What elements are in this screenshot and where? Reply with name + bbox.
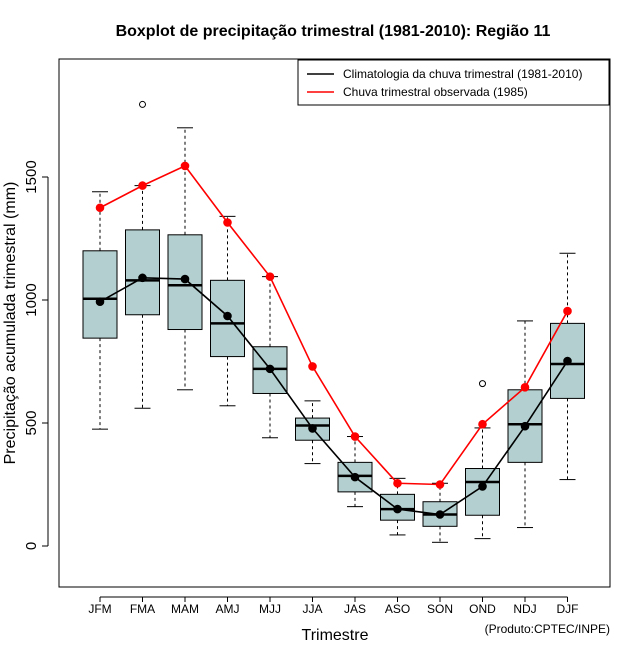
legend-climatology-label: Climatologia da chuva trimestral (1981-2… xyxy=(343,67,582,81)
x-tick-label-MJJ: MJJ xyxy=(259,602,281,616)
product-credit: (Produto:CPTEC/INPE) xyxy=(485,622,610,636)
legend-observed-label: Chuva trimestral observada (1985) xyxy=(343,85,528,99)
boxplot-boxes xyxy=(82,100,585,543)
point-climatology-MAM xyxy=(180,274,190,284)
point-observed-MAM xyxy=(180,161,190,171)
x-tick-label-JFM: JFM xyxy=(88,602,111,616)
x-tick-label-MAM: MAM xyxy=(171,602,199,616)
legend: Climatologia da chuva trimestral (1981-2… xyxy=(297,59,610,106)
chart-title: Boxplot de precipitação trimestral (1981… xyxy=(116,23,551,40)
point-observed-AMJ xyxy=(223,218,232,227)
y-axis: 0 500 1000 1500 xyxy=(23,160,49,550)
series-line-observed xyxy=(99,164,569,486)
x-tick-label-JAS: JAS xyxy=(344,602,366,616)
box-FMA xyxy=(125,100,160,409)
point-observed-FMA xyxy=(138,181,147,190)
point-climatology-NDJ xyxy=(520,421,530,431)
y-tick-label-1500: 1500 xyxy=(23,160,40,193)
point-observed-OND xyxy=(478,419,487,429)
x-tick-label-OND: OND xyxy=(469,602,496,616)
series-observed xyxy=(95,161,572,489)
outlier-OND-0 xyxy=(479,380,486,388)
x-tick-label-DJF: DJF xyxy=(557,602,579,616)
y-axis-label: Precipitação acumulada trimestral (mm) xyxy=(2,182,19,465)
point-observed-JAS xyxy=(350,432,360,441)
y-tick-label-500: 500 xyxy=(23,410,40,435)
y-tick-label-0: 0 xyxy=(23,542,40,550)
iqr-box-OND xyxy=(465,468,500,516)
x-tick-label-JJA: JJA xyxy=(302,602,322,616)
x-tick-label-NDJ: NDJ xyxy=(513,602,536,616)
point-climatology-OND xyxy=(478,482,487,491)
point-climatology-JAS xyxy=(350,472,360,482)
point-climatology-JJA xyxy=(308,424,317,433)
plot-frame xyxy=(58,58,611,588)
x-axis-label: Trimestre xyxy=(302,627,369,644)
point-observed-MJJ xyxy=(265,272,275,281)
series-line-climatology xyxy=(99,277,569,516)
x-tick-label-SON: SON xyxy=(427,602,453,616)
point-observed-ASO xyxy=(393,478,402,488)
point-observed-JJA xyxy=(308,362,317,371)
point-observed-DJF xyxy=(563,306,572,316)
point-climatology-SON xyxy=(435,510,445,519)
point-climatology-ASO xyxy=(393,504,402,514)
y-tick-label-1000: 1000 xyxy=(23,283,40,316)
box-JAS xyxy=(337,436,373,508)
box-JFM xyxy=(82,191,118,430)
point-climatology-DJF xyxy=(563,356,572,366)
point-observed-SON xyxy=(435,480,445,489)
iqr-box-FMA xyxy=(125,229,160,316)
x-tick-label-ASO: ASO xyxy=(385,602,410,616)
line-series xyxy=(95,161,572,519)
point-climatology-FMA xyxy=(138,273,147,283)
box-DJF xyxy=(550,252,585,481)
x-axis: JFM FMA MAM AMJ MJJ JJA JAS ASO SON OND NDJ DJF xyxy=(88,596,579,616)
legend-box xyxy=(297,59,610,106)
box-OND xyxy=(465,380,500,540)
x-tick-label-FMA: FMA xyxy=(130,602,155,616)
box-AMJ xyxy=(210,215,245,407)
x-tick-label-AMJ: AMJ xyxy=(216,602,240,616)
point-observed-NDJ xyxy=(520,383,530,392)
point-climatology-MJJ xyxy=(265,364,275,374)
series-climatology xyxy=(95,273,572,519)
point-observed-JFM xyxy=(95,203,105,213)
point-climatology-AMJ xyxy=(223,311,232,321)
outlier-FMA-0 xyxy=(139,100,146,108)
point-climatology-JFM xyxy=(95,297,105,307)
